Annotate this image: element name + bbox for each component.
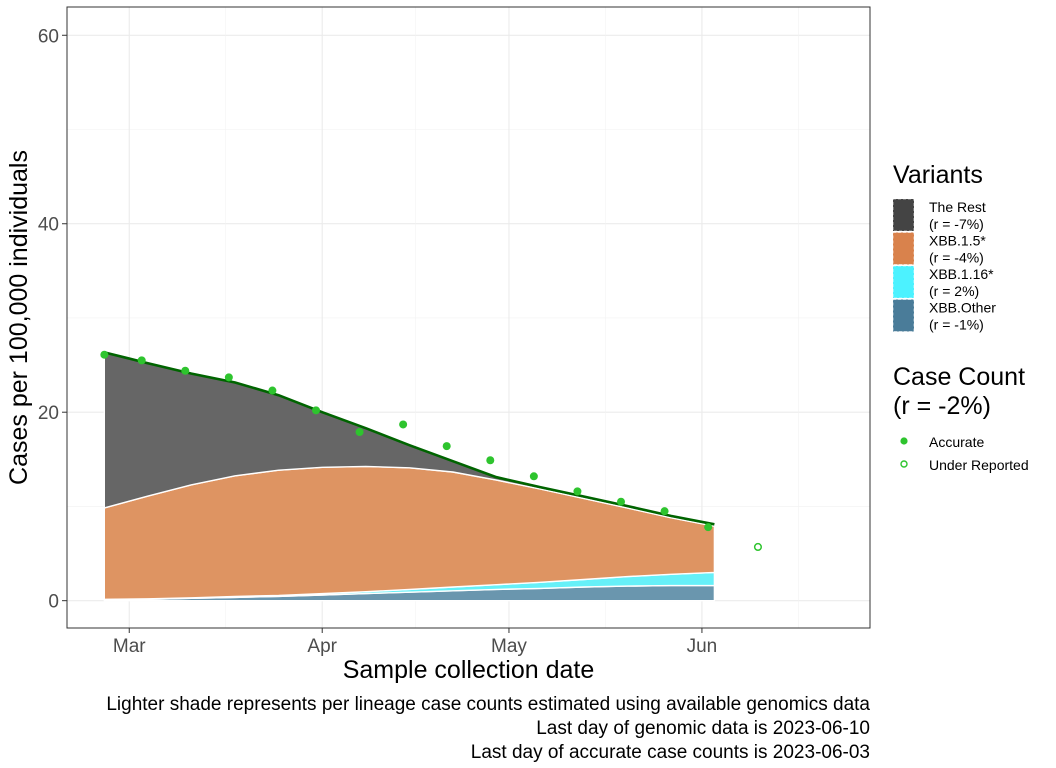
case-points bbox=[100, 350, 763, 552]
x-axis-ticks: Mar Apr May Jun bbox=[113, 628, 717, 657]
accurate-case-point bbox=[704, 523, 713, 532]
legend-correlation-xbb-1-16: (r = 2%) bbox=[929, 283, 979, 299]
y-axis-title: Cases per 100,000 individuals bbox=[5, 150, 33, 485]
x-tick-label: Apr bbox=[307, 636, 337, 657]
legend-variants: Variants The Rest(r = -7%)XBB.1.5*(r = -… bbox=[892, 161, 996, 333]
case-count-line bbox=[103, 351, 715, 526]
legend-accurate-marker bbox=[900, 437, 908, 445]
under-reported-case-point bbox=[753, 542, 763, 552]
legend-correlation-the-rest: (r = -7%) bbox=[929, 216, 984, 232]
accurate-case-point bbox=[399, 420, 408, 429]
legend-correlation-xbb-other: (r = -1%) bbox=[929, 317, 984, 333]
accurate-case-point bbox=[442, 442, 451, 451]
legend-key-xbb-1-16 bbox=[892, 265, 915, 299]
x-tick-label: Mar bbox=[113, 636, 146, 657]
legend-under-reported-label: Under Reported bbox=[929, 457, 1029, 473]
accurate-case-point bbox=[137, 356, 146, 365]
case-count-trend-line bbox=[103, 351, 715, 526]
legend-key-xbb-1-5 bbox=[892, 232, 915, 265]
accurate-case-point bbox=[224, 373, 233, 382]
legend-accurate-label: Accurate bbox=[929, 434, 984, 450]
x-axis-title: Sample collection date bbox=[343, 656, 595, 684]
accurate-case-point bbox=[355, 427, 364, 436]
legend-label-xbb-1-5: XBB.1.5* bbox=[929, 233, 986, 249]
legend-key-xbb-other bbox=[892, 299, 915, 332]
y-tick-label: 60 bbox=[38, 26, 59, 47]
legend-variants-title: Variants bbox=[893, 161, 983, 189]
legend-label-the-rest: The Rest bbox=[929, 199, 986, 215]
legend-correlation-xbb-1-5: (r = -4%) bbox=[929, 250, 984, 266]
y-axis-ticks: 0 20 40 60 bbox=[38, 26, 67, 613]
y-tick-label: 40 bbox=[38, 215, 59, 236]
plot-panel-border bbox=[66, 6, 871, 629]
accurate-case-point bbox=[311, 406, 320, 415]
accurate-case-point bbox=[617, 497, 626, 506]
legend-label-xbb-other: XBB.Other bbox=[929, 300, 996, 316]
accurate-case-point bbox=[573, 487, 582, 496]
legend-case-count-subtitle: (r = -2%) bbox=[893, 392, 991, 420]
legend-case-count-title: Case Count bbox=[893, 363, 1025, 391]
legend-label-xbb-1-16: XBB.1.16* bbox=[929, 266, 994, 282]
stacked-areas bbox=[103, 351, 716, 602]
caption-line: Lighter shade represents per lineage cas… bbox=[106, 694, 870, 715]
x-tick-label: Jun bbox=[687, 636, 718, 657]
caption-line: Last day of genomic data is 2023-06-10 bbox=[536, 718, 870, 739]
legend-case-count: Case Count (r = -2%) Accurate Under Repo… bbox=[893, 363, 1029, 473]
accurate-case-point bbox=[181, 366, 190, 375]
y-tick-label: 0 bbox=[48, 592, 59, 613]
accurate-case-point bbox=[268, 386, 277, 395]
y-tick-label: 20 bbox=[38, 403, 59, 424]
x-tick-label: May bbox=[491, 636, 527, 657]
accurate-case-point bbox=[529, 472, 538, 481]
accurate-case-point bbox=[486, 456, 495, 465]
caption-line: Last day of accurate case counts is 2023… bbox=[471, 742, 870, 763]
accurate-case-point bbox=[100, 350, 109, 359]
accurate-case-point bbox=[660, 507, 669, 516]
legend-under-reported-marker bbox=[900, 460, 908, 468]
legend-key-the-rest bbox=[892, 198, 915, 232]
